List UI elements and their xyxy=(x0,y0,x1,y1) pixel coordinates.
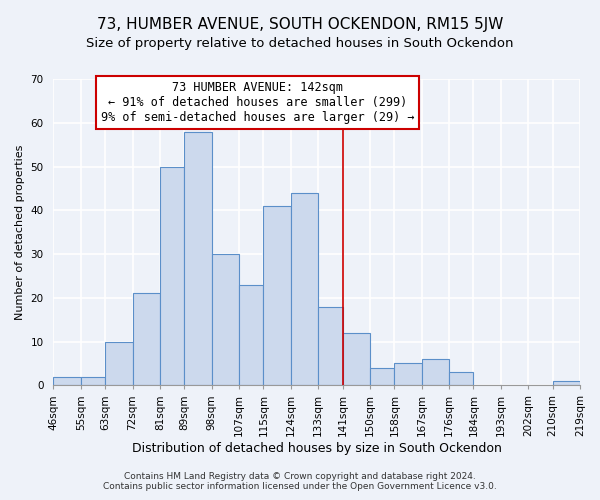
Text: Contains public sector information licensed under the Open Government Licence v3: Contains public sector information licen… xyxy=(103,482,497,491)
Bar xyxy=(263,206,291,386)
Bar xyxy=(343,333,370,386)
Bar xyxy=(449,372,473,386)
Bar xyxy=(318,306,343,386)
Text: 73 HUMBER AVENUE: 142sqm
← 91% of detached houses are smaller (299)
9% of semi-d: 73 HUMBER AVENUE: 142sqm ← 91% of detach… xyxy=(101,81,414,124)
Text: Contains HM Land Registry data © Crown copyright and database right 2024.: Contains HM Land Registry data © Crown c… xyxy=(124,472,476,481)
Y-axis label: Number of detached properties: Number of detached properties xyxy=(15,144,25,320)
Text: 73, HUMBER AVENUE, SOUTH OCKENDON, RM15 5JW: 73, HUMBER AVENUE, SOUTH OCKENDON, RM15 … xyxy=(97,18,503,32)
Text: Size of property relative to detached houses in South Ockendon: Size of property relative to detached ho… xyxy=(86,38,514,51)
Bar xyxy=(291,193,318,386)
Bar xyxy=(394,364,422,386)
Bar xyxy=(53,376,81,386)
X-axis label: Distribution of detached houses by size in South Ockendon: Distribution of detached houses by size … xyxy=(132,442,502,455)
Bar xyxy=(105,342,133,386)
Bar xyxy=(81,376,105,386)
Bar xyxy=(239,284,263,386)
Bar xyxy=(370,368,394,386)
Bar xyxy=(553,381,580,386)
Bar xyxy=(160,166,184,386)
Bar xyxy=(422,359,449,386)
Bar xyxy=(212,254,239,386)
Bar xyxy=(184,132,212,386)
Bar xyxy=(133,294,160,386)
